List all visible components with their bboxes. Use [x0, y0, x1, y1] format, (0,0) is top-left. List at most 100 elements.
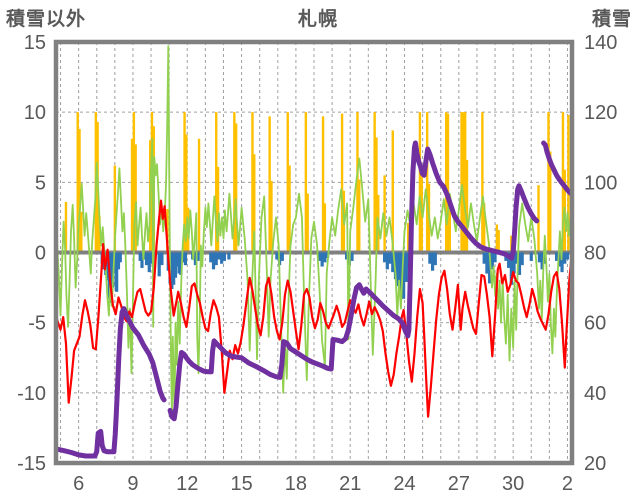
blue-bars-bar — [175, 252, 179, 267]
orange-bars-bar — [495, 224, 499, 253]
blue-bars-bar — [113, 252, 117, 274]
green-line-path — [56, 45, 572, 418]
blue-bars-bar — [116, 252, 121, 270]
blue-bars-bar — [509, 252, 513, 285]
x-axis-tick: 2 — [562, 473, 573, 495]
orange-bars-bar — [78, 129, 81, 253]
left-axis-tick: 15 — [24, 32, 46, 54]
blue-bars-bar — [517, 252, 522, 275]
blue-bars-bar — [520, 252, 524, 266]
x-axis-tick: 18 — [285, 473, 307, 495]
orange-bars-bar — [197, 138, 201, 253]
blue-bars-bar — [153, 252, 157, 260]
orange-bars-bar — [375, 137, 378, 253]
x-axis-tick: 27 — [448, 473, 470, 495]
orange-bars-bar — [113, 165, 117, 253]
blue-bars-bar — [170, 252, 174, 289]
orange-bars-bar — [216, 166, 220, 253]
orange-bars-bar — [234, 123, 238, 253]
blue-bars-bar — [507, 252, 511, 268]
orange-bars-bar — [481, 112, 484, 253]
x-axis-tick: 21 — [339, 473, 361, 495]
x-axis-tick: 6 — [73, 473, 84, 495]
left-axis-title: 積雪以外 — [6, 9, 87, 30]
right-axis-tick: 100 — [584, 172, 617, 194]
left-axis-tick: -10 — [17, 383, 46, 405]
blue-bars-bar — [211, 252, 216, 270]
right-axis-tick: 20 — [584, 453, 606, 475]
orange-bars-bar — [321, 116, 325, 253]
right-axis-title: 積雪 — [591, 9, 632, 30]
right-axis-tick: 120 — [584, 102, 617, 124]
blue-bars-bar — [115, 252, 119, 292]
blue-bars-bar — [220, 252, 224, 264]
blue-bars-bar — [404, 252, 408, 282]
orange-bars-bar — [391, 130, 394, 253]
green-line — [56, 45, 572, 418]
orange-bars-bar — [462, 112, 465, 253]
x-axis-tick: 30 — [502, 473, 524, 495]
chart-title: 札幌 — [297, 9, 338, 30]
blue-bars-bar — [183, 252, 188, 266]
blue-bars-bar — [214, 252, 218, 266]
orange-bars-bar — [98, 216, 101, 253]
orange-bars-bar — [76, 112, 79, 253]
orange-bars-bar — [323, 203, 327, 253]
blue-bars-bar — [388, 252, 392, 264]
orange-bars-bar — [134, 144, 137, 253]
blue-bars-bar — [396, 252, 400, 287]
blue-bars-bar — [280, 252, 284, 261]
orange-bars-bar — [567, 114, 570, 253]
blue-bars-bar — [147, 252, 151, 273]
orange-bars-bar — [253, 154, 256, 253]
blue-bars-bar — [140, 252, 144, 268]
blue-bars-bar — [106, 252, 110, 281]
left-axis-tick: -15 — [17, 453, 46, 475]
orange-bars-bar — [482, 203, 486, 253]
orange-bars-bar — [465, 159, 469, 253]
blue-bars-bar — [350, 252, 354, 261]
blue-bars-bar — [177, 252, 181, 274]
orange-bars-bar — [383, 175, 386, 253]
orange-bars-bar — [547, 112, 550, 253]
blue-bars-bar — [485, 252, 489, 274]
orange-bars-bar — [215, 112, 218, 253]
blue-bars-bar — [565, 252, 570, 260]
blue-bars-bar — [430, 252, 435, 271]
blue-bars-bar — [428, 252, 432, 264]
blue-bars-bar — [157, 252, 161, 277]
orange-bars-bar — [497, 230, 500, 253]
orange-bars-bar — [233, 112, 236, 253]
blue-bars-bar — [537, 252, 542, 263]
blue-bars-bar — [109, 252, 113, 304]
blue-bars-bar — [490, 252, 494, 270]
snow-depth-line-path — [56, 306, 167, 459]
blue-bars-bar — [391, 252, 395, 273]
blue-bars-bar — [512, 252, 516, 274]
blue-bars-bar — [563, 252, 567, 264]
orange-bars-bar — [448, 207, 451, 253]
orange-bars-bar — [537, 185, 540, 253]
blue-bars-bar — [433, 252, 437, 266]
orange-bars-bar — [183, 112, 186, 253]
blue-bars-bar — [385, 252, 389, 270]
orange-bars-bar — [286, 112, 289, 253]
x-axis-tick: 12 — [176, 473, 198, 495]
orange-bars-bar — [446, 113, 450, 253]
blue-bars-bar — [543, 252, 547, 264]
orange-bars-bar — [132, 112, 136, 253]
blue-bars-bar — [557, 252, 561, 267]
left-axis-tick: 0 — [35, 243, 46, 265]
snow-depth-line — [56, 140, 572, 459]
orange-bars-bar — [340, 113, 344, 253]
axis-ticks: 15 10 5 0 -5 -10 -15 140 120 100 80 60 40 20 6 9 12 15 18 2… — [17, 32, 617, 495]
blue-bars-bar — [275, 252, 279, 260]
blue-bars-bar — [193, 252, 198, 266]
x-axis-tick: 9 — [127, 473, 138, 495]
blue-bars-bar — [493, 252, 497, 263]
orange-bars-bar — [288, 165, 291, 253]
left-axis-tick: 5 — [35, 172, 46, 194]
blue-bars-bar — [209, 252, 213, 263]
orange-bars-bar — [268, 116, 271, 253]
